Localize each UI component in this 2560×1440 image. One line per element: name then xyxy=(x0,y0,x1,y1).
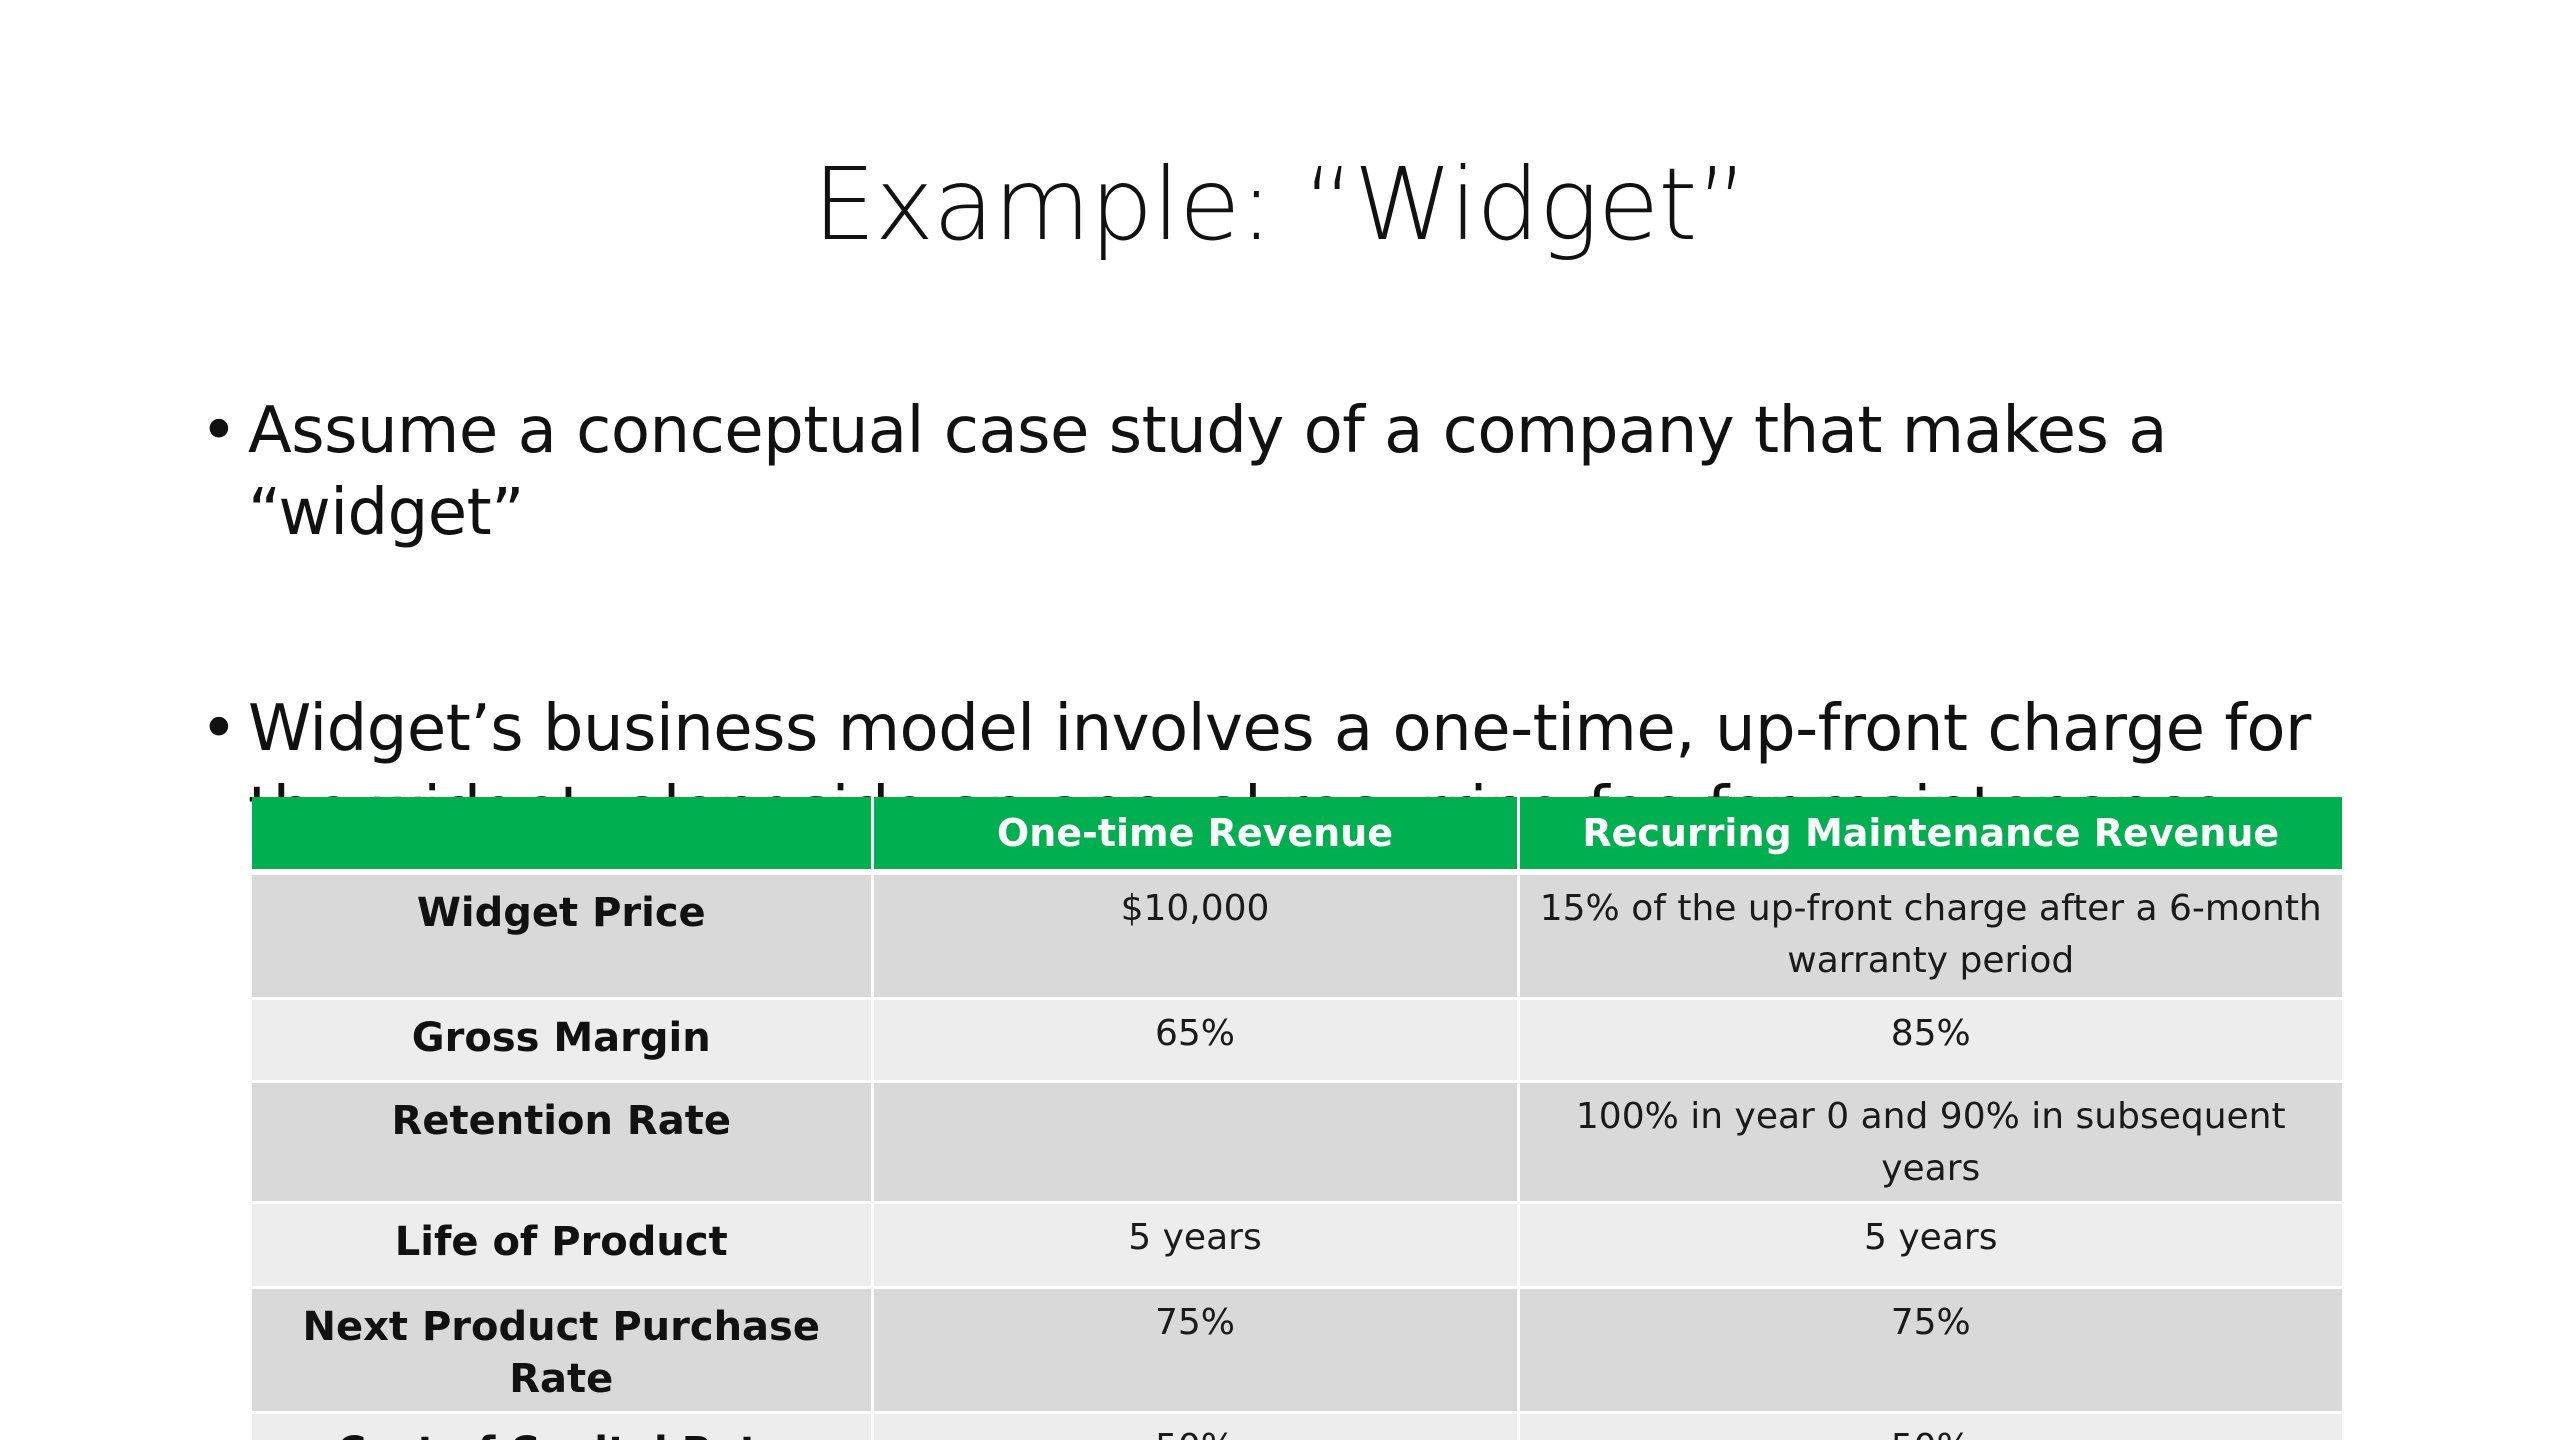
recurring-cell: 15% of the up-front charge after a 6-mon… xyxy=(1518,872,2342,1000)
one-time-cell: 5 years xyxy=(872,1202,1520,1289)
recurring-cell: 85% xyxy=(1518,998,2342,1083)
header-cell-empty xyxy=(252,797,874,875)
recurring-cell: 5 years xyxy=(1518,1202,2342,1289)
table-row: Next Product Purchase Rate 75% 75% xyxy=(252,1287,2342,1414)
table-row: Widget Price $10,000 15% of the up-front… xyxy=(252,872,2342,1000)
one-time-cell xyxy=(872,1081,1520,1204)
bullet-dot-icon: • xyxy=(200,394,238,468)
header-cell-recurring-revenue: Recurring Maintenance Revenue xyxy=(1518,797,2342,875)
header-cell-one-time-revenue: One-time Revenue xyxy=(872,797,1520,875)
row-label: Next Product Purchase Rate xyxy=(252,1287,874,1414)
bullet-item: • Assume a conceptual case study of a co… xyxy=(200,390,2420,554)
recurring-cell: 50% xyxy=(1518,1412,2342,1440)
one-time-cell: 50% xyxy=(872,1412,1520,1440)
row-label: Retention Rate xyxy=(252,1081,874,1204)
slide-title: Example: “Widget” xyxy=(812,146,1749,263)
row-label: Cost of Capital Rate xyxy=(252,1412,874,1440)
bullet-list: • Assume a conceptual case study of a co… xyxy=(200,390,2420,852)
recurring-cell: 100% in year 0 and 90% in subsequent yea… xyxy=(1518,1081,2342,1204)
recurring-cell: 75% xyxy=(1518,1287,2342,1414)
table-row: Cost of Capital Rate 50% 50% xyxy=(252,1412,2342,1440)
table-row: Gross Margin 65% 85% xyxy=(252,998,2342,1083)
row-label: Life of Product xyxy=(252,1202,874,1289)
bullet-text: Assume a conceptual case study of a comp… xyxy=(248,394,2167,550)
table-header-row: One-time Revenue Recurring Maintenance R… xyxy=(252,797,2342,875)
row-label: Widget Price xyxy=(252,872,874,1000)
one-time-cell: 75% xyxy=(872,1287,1520,1414)
table-row: Life of Product 5 years 5 years xyxy=(252,1202,2342,1289)
bullet-dot-icon: • xyxy=(200,692,238,766)
one-time-cell: $10,000 xyxy=(872,872,1520,1000)
row-label: Gross Margin xyxy=(252,998,874,1083)
one-time-cell: 65% xyxy=(872,998,1520,1083)
revenue-table: One-time Revenue Recurring Maintenance R… xyxy=(252,797,2342,1440)
table-row: Retention Rate 100% in year 0 and 90% in… xyxy=(252,1081,2342,1204)
